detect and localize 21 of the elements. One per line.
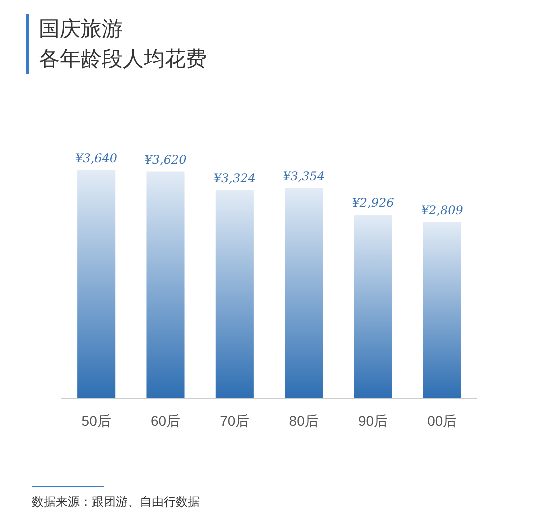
x-tick-label: 60后	[150, 413, 181, 429]
data-label: ¥3,640	[76, 152, 118, 166]
x-tick-label: 00后	[428, 413, 458, 429]
data-label: ¥2,926	[352, 196, 395, 210]
bar	[216, 190, 254, 398]
x-tick-label: 70后	[220, 413, 250, 429]
bar	[146, 172, 185, 398]
data-label: ¥3,354	[283, 169, 326, 184]
bar	[354, 215, 392, 398]
data-label: ¥2,809	[421, 203, 464, 218]
data-label: ¥3,324	[214, 171, 256, 186]
data-label: ¥3,620	[144, 152, 188, 167]
chart-subtitle: 各年龄段人均花费	[39, 46, 207, 73]
x-tick-label: 80后	[289, 413, 319, 429]
x-tick-label: 50后	[82, 413, 112, 429]
chart-title: 国庆旅游	[39, 16, 124, 43]
bar	[423, 222, 462, 398]
bar	[78, 170, 116, 398]
x-tick-label: 90后	[358, 413, 388, 429]
source-note: 数据来源：跟团游、自由行数据	[32, 494, 200, 511]
bar	[285, 188, 324, 398]
